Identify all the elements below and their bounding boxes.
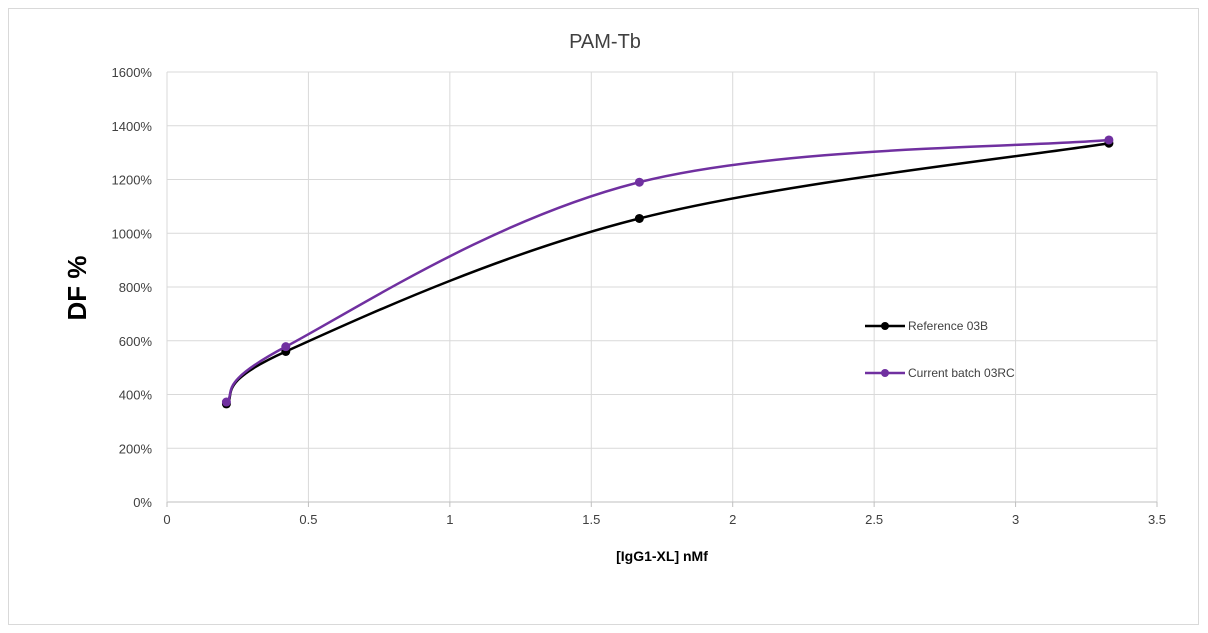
x-tick-label: 3.5 [1148, 512, 1166, 527]
series-point-2 [634, 177, 644, 187]
y-tick-label: 200% [119, 441, 153, 456]
x-tick-label: 2.5 [865, 512, 883, 527]
axes [166, 72, 1158, 507]
series-point-1 [634, 213, 644, 223]
series-line-2 [225, 138, 1110, 403]
y-tick-label: 400% [119, 388, 153, 403]
x-tick-label: 2 [729, 512, 736, 527]
series-group [221, 135, 1114, 409]
legend: Reference 03B Current batch 03RC [865, 319, 1015, 380]
x-tick-label: 0 [163, 512, 170, 527]
y-axis-label: DF % [62, 256, 92, 321]
y-tick-label: 1600% [112, 65, 153, 80]
x-tick-label: 1.5 [582, 512, 600, 527]
y-tick-labels: 0% 200% 400% 600% 800% 1000% 1200% 1400% 1600% [112, 65, 153, 510]
series-point-2 [221, 397, 231, 407]
x-tick-label: 1 [446, 512, 453, 527]
y-tick-label: 600% [119, 334, 153, 349]
legend-marker-1 [881, 322, 889, 330]
y-tick-label: 1000% [112, 226, 153, 241]
series-point-2 [281, 342, 291, 352]
y-tick-label: 1400% [112, 119, 153, 134]
x-tick-labels: 0 0.5 1 1.5 2 2.5 3 3.5 [163, 512, 1166, 527]
legend-label-2: Current batch 03RC [908, 366, 1015, 380]
gridlines [166, 71, 1158, 502]
chart-frame [8, 8, 1199, 625]
x-axis-label: [IgG1-XL] nMf [616, 548, 708, 564]
legend-marker-2 [881, 369, 889, 377]
x-tick-label: 0.5 [299, 512, 317, 527]
x-tick-label: 3 [1012, 512, 1019, 527]
y-tick-label: 0% [133, 495, 152, 510]
y-tick-label: 800% [119, 280, 153, 295]
series-point-2 [1104, 135, 1114, 145]
y-tick-label: 1200% [112, 173, 153, 188]
series-line-1 [225, 141, 1110, 405]
legend-label-1: Reference 03B [908, 319, 988, 333]
chart-title: PAM-Tb [569, 31, 641, 53]
